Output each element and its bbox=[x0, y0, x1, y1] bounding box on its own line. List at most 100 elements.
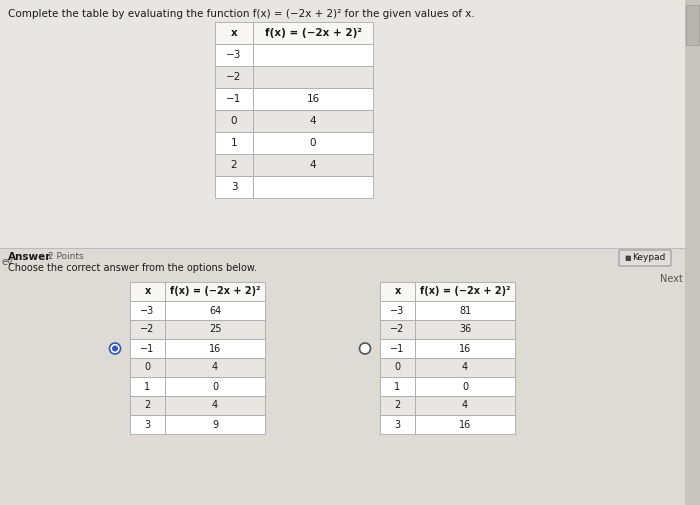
Bar bbox=[130, 415, 165, 434]
Text: 4: 4 bbox=[462, 363, 468, 373]
Text: 2 Points: 2 Points bbox=[48, 252, 83, 261]
Text: −2: −2 bbox=[140, 325, 155, 334]
Bar bbox=[215, 132, 253, 154]
Text: 16: 16 bbox=[307, 94, 320, 104]
Text: x: x bbox=[394, 286, 400, 296]
Bar bbox=[380, 301, 415, 320]
Bar bbox=[165, 358, 265, 377]
Bar bbox=[0, 248, 685, 505]
Bar bbox=[415, 358, 515, 377]
Text: 2: 2 bbox=[144, 400, 150, 411]
Bar bbox=[415, 415, 515, 434]
Text: −2: −2 bbox=[391, 325, 405, 334]
Bar bbox=[415, 320, 515, 339]
Bar bbox=[215, 66, 253, 88]
Bar bbox=[165, 301, 265, 320]
Bar bbox=[415, 339, 515, 358]
Bar bbox=[130, 339, 165, 358]
Text: 2: 2 bbox=[231, 160, 237, 170]
Text: 1: 1 bbox=[231, 138, 237, 148]
Text: −3: −3 bbox=[141, 306, 155, 316]
Bar bbox=[253, 154, 373, 176]
Text: 25: 25 bbox=[209, 325, 221, 334]
Text: 3: 3 bbox=[394, 420, 400, 429]
Text: 81: 81 bbox=[459, 306, 471, 316]
Text: 4: 4 bbox=[212, 363, 218, 373]
Bar bbox=[380, 282, 415, 301]
Bar bbox=[215, 110, 253, 132]
Bar bbox=[380, 377, 415, 396]
Bar bbox=[215, 44, 253, 66]
Bar bbox=[130, 282, 165, 301]
Circle shape bbox=[360, 343, 370, 354]
Text: 4: 4 bbox=[462, 400, 468, 411]
Bar bbox=[415, 301, 515, 320]
Text: −3: −3 bbox=[391, 306, 405, 316]
Text: ■: ■ bbox=[624, 255, 631, 261]
Bar bbox=[0, 0, 685, 248]
Text: Complete the table by evaluating the function f(x) = (−2x + 2)² for the given va: Complete the table by evaluating the fun… bbox=[8, 9, 475, 19]
Text: 9: 9 bbox=[212, 420, 218, 429]
Text: 3: 3 bbox=[231, 182, 237, 192]
Bar bbox=[415, 282, 515, 301]
Text: 2: 2 bbox=[394, 400, 400, 411]
Bar bbox=[165, 377, 265, 396]
FancyBboxPatch shape bbox=[619, 250, 671, 266]
Bar bbox=[415, 377, 515, 396]
Text: Choose the correct answer from the options below.: Choose the correct answer from the optio… bbox=[8, 263, 257, 273]
Text: 4: 4 bbox=[212, 400, 218, 411]
Text: 0: 0 bbox=[231, 116, 237, 126]
Bar bbox=[253, 66, 373, 88]
Text: −1: −1 bbox=[226, 94, 241, 104]
Text: 3: 3 bbox=[144, 420, 150, 429]
Text: 0: 0 bbox=[462, 381, 468, 391]
Bar bbox=[253, 44, 373, 66]
Text: ev: ev bbox=[2, 257, 14, 267]
Text: −1: −1 bbox=[141, 343, 155, 354]
Text: 1: 1 bbox=[144, 381, 150, 391]
Bar bbox=[165, 396, 265, 415]
Bar bbox=[165, 282, 265, 301]
Text: 0: 0 bbox=[144, 363, 150, 373]
Bar bbox=[215, 154, 253, 176]
Text: 1: 1 bbox=[394, 381, 400, 391]
Bar bbox=[215, 176, 253, 198]
Text: 4: 4 bbox=[309, 116, 316, 126]
Bar bbox=[165, 415, 265, 434]
Text: −3: −3 bbox=[226, 50, 241, 60]
Text: 0: 0 bbox=[212, 381, 218, 391]
Text: Keypad: Keypad bbox=[632, 254, 666, 263]
Bar bbox=[380, 320, 415, 339]
Text: x: x bbox=[144, 286, 150, 296]
Text: −2: −2 bbox=[226, 72, 241, 82]
Bar bbox=[380, 358, 415, 377]
Bar bbox=[130, 320, 165, 339]
Bar bbox=[380, 339, 415, 358]
Bar bbox=[380, 415, 415, 434]
Text: 16: 16 bbox=[459, 420, 471, 429]
Text: −1: −1 bbox=[391, 343, 405, 354]
Bar bbox=[215, 88, 253, 110]
Bar bbox=[130, 377, 165, 396]
Text: 0: 0 bbox=[394, 363, 400, 373]
Bar bbox=[253, 22, 373, 44]
Text: 4: 4 bbox=[309, 160, 316, 170]
Bar bbox=[215, 22, 253, 44]
Bar bbox=[686, 5, 699, 45]
Text: 16: 16 bbox=[459, 343, 471, 354]
Text: 16: 16 bbox=[209, 343, 221, 354]
Text: 36: 36 bbox=[459, 325, 471, 334]
Text: 64: 64 bbox=[209, 306, 221, 316]
Bar bbox=[165, 339, 265, 358]
Bar bbox=[685, 0, 700, 505]
Bar bbox=[130, 396, 165, 415]
Text: x: x bbox=[230, 28, 237, 38]
Bar bbox=[253, 110, 373, 132]
Bar bbox=[165, 320, 265, 339]
Circle shape bbox=[109, 343, 120, 354]
Text: 0: 0 bbox=[309, 138, 316, 148]
Text: f(x) = (−2x + 2)²: f(x) = (−2x + 2)² bbox=[420, 286, 510, 296]
Bar bbox=[415, 396, 515, 415]
Bar bbox=[380, 396, 415, 415]
Bar bbox=[253, 176, 373, 198]
